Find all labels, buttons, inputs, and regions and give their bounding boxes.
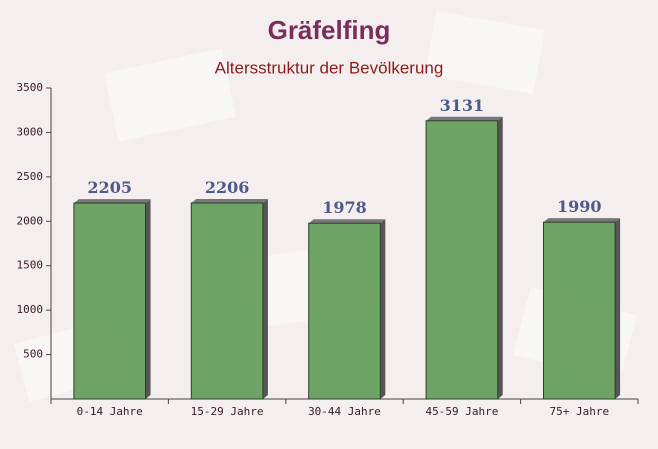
x-tick-label: 30-44 Jahre: [308, 405, 381, 418]
y-tick-label: 1500: [17, 259, 44, 272]
value-label: 2206: [205, 178, 250, 197]
chart-title: Gräfelfing: [268, 15, 391, 45]
bar-shadow: [145, 199, 151, 399]
bar-shadow-top: [308, 219, 386, 224]
y-tick-label: 2000: [17, 214, 44, 227]
bar: [73, 202, 147, 400]
y-tick-label: 3000: [17, 125, 44, 138]
bar: [425, 120, 499, 400]
bar: [308, 222, 381, 400]
bar-shadow: [615, 218, 621, 399]
value-label: 3131: [440, 96, 485, 115]
bar-shadow-top: [426, 116, 503, 121]
value-label: 2205: [87, 178, 132, 197]
value-label: 1990: [557, 197, 602, 216]
bar-shadow-top: [543, 218, 621, 223]
y-tick-label: 3500: [17, 81, 44, 94]
bar-shadow-top: [73, 199, 151, 204]
bar-shadow: [262, 198, 268, 399]
x-tick-label: 75+ Jahre: [549, 405, 609, 418]
bar: [542, 221, 616, 400]
bar-shadow-top: [191, 198, 268, 203]
x-tick-label: 15-29 Jahre: [191, 405, 264, 418]
y-tick-label: 2500: [17, 170, 44, 183]
y-tick-label: 1000: [17, 303, 44, 316]
x-tick-label: 45-59 Jahre: [425, 405, 498, 418]
value-label: 1978: [322, 198, 367, 217]
bar: [190, 202, 264, 400]
chart-subtitle: Altersstruktur der Bevölkerung: [215, 58, 444, 77]
bar-shadow: [380, 219, 386, 399]
y-tick-label: 500: [23, 348, 43, 361]
x-tick-label: 0-14 Jahre: [77, 405, 143, 418]
bar-shadow: [497, 116, 503, 400]
